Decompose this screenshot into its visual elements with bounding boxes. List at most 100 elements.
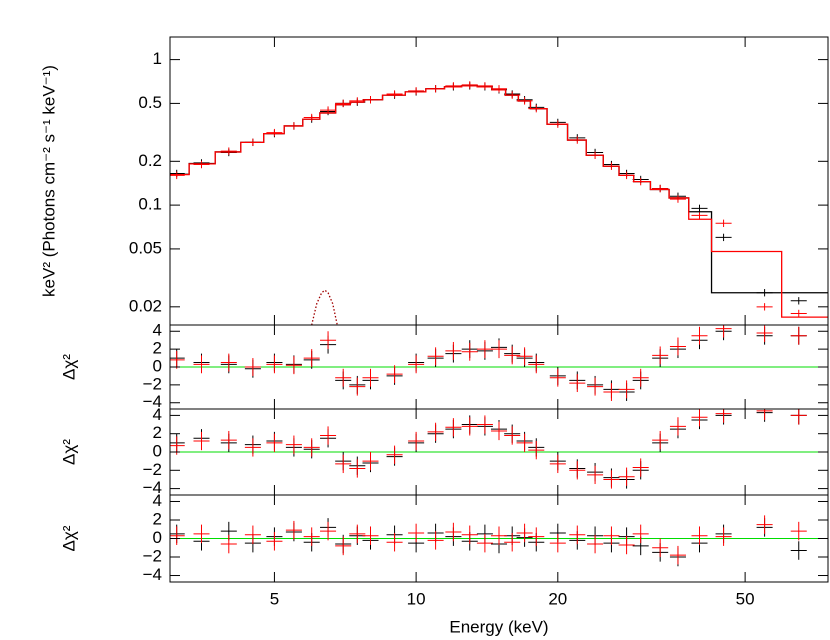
data-point	[408, 87, 425, 95]
data-point	[504, 346, 521, 365]
data-point	[603, 526, 620, 545]
data-point	[461, 342, 478, 361]
data-point	[669, 417, 686, 436]
y-tick-label: 1	[153, 49, 162, 68]
data-point	[669, 337, 686, 356]
data-point	[445, 418, 462, 437]
data-point	[476, 533, 493, 553]
x-tick-label: 5	[270, 589, 279, 608]
data-point	[386, 90, 403, 98]
data-point	[220, 534, 237, 554]
data-point	[362, 452, 379, 471]
model-line	[170, 85, 828, 294]
data-point	[476, 82, 493, 90]
y-tick-label: −4	[143, 565, 162, 584]
data-point	[715, 219, 732, 227]
y-tick-label: 0	[153, 528, 162, 547]
data-point	[490, 526, 508, 545]
y-axis-label: Δχ²	[59, 354, 78, 380]
y-tick-label: 0.05	[129, 238, 162, 257]
data-point	[715, 409, 732, 423]
y-axis-label: Δχ²	[59, 439, 78, 465]
y-tick-label: 4	[153, 405, 162, 424]
data-point	[349, 459, 366, 478]
data-point	[756, 409, 773, 420]
data-point	[266, 128, 283, 137]
data-point	[691, 326, 708, 345]
data-point	[603, 470, 620, 489]
data-point	[504, 426, 521, 445]
data-point	[386, 445, 403, 464]
data-point	[193, 431, 210, 451]
data-point	[790, 297, 807, 305]
data-point	[303, 349, 320, 367]
data-point	[320, 331, 337, 350]
data-point	[516, 433, 533, 452]
data-point	[790, 521, 807, 541]
data-point	[490, 421, 508, 441]
data-point	[320, 426, 337, 445]
data-point	[632, 368, 649, 387]
data-point	[285, 435, 302, 454]
y-tick-label: −4	[143, 392, 162, 411]
data-point	[266, 355, 283, 374]
data-point	[669, 195, 686, 203]
model-component	[311, 289, 338, 325]
data-point	[244, 358, 261, 376]
data-point	[691, 526, 708, 545]
data-point	[170, 350, 185, 369]
y-tick-label: 2	[153, 339, 162, 358]
plot-area	[170, 81, 828, 325]
data-point	[461, 417, 478, 436]
data-point	[528, 441, 545, 460]
data-point	[445, 341, 462, 360]
data-point	[790, 541, 807, 560]
y-tick-label: −2	[143, 460, 162, 479]
y-axis-label: keV² (Photons cm⁻² s⁻¹ keV⁻¹)	[39, 65, 58, 297]
data-point	[652, 430, 669, 450]
plot-area	[170, 409, 828, 489]
y-tick-label: 0	[153, 441, 162, 460]
x-tick-label: 10	[407, 589, 426, 608]
data-point	[427, 422, 444, 442]
data-point	[386, 532, 403, 552]
data-point	[320, 521, 337, 541]
data-point	[618, 535, 635, 555]
data-point	[476, 340, 493, 359]
y-tick-label: −2	[143, 374, 162, 393]
data-point	[445, 522, 462, 542]
data-point	[516, 523, 533, 543]
data-point	[790, 326, 807, 345]
data-point	[504, 532, 521, 552]
data-point	[349, 377, 366, 396]
data-point	[490, 85, 508, 93]
data-point	[335, 536, 352, 556]
data-point	[476, 415, 493, 434]
data-point	[569, 461, 586, 480]
data-point	[669, 545, 686, 565]
data-point	[408, 355, 425, 374]
data-point	[170, 526, 185, 545]
data-point	[266, 433, 283, 452]
data-point	[528, 527, 545, 546]
data-point	[569, 525, 586, 545]
data-point	[587, 465, 604, 485]
data-point	[691, 409, 708, 427]
y-tick-label: 0.5	[138, 93, 162, 112]
data-point	[691, 211, 708, 220]
data-point	[445, 82, 462, 90]
data-point	[244, 438, 261, 457]
y-tick-label: 4	[153, 321, 162, 340]
data-point	[652, 538, 669, 558]
y-axis-label: Δχ²	[59, 525, 78, 551]
data-point	[220, 430, 237, 450]
data-point	[362, 526, 379, 545]
plot-area	[170, 515, 828, 567]
data-point	[427, 347, 444, 366]
data-point	[490, 340, 508, 359]
y-tick-label: 4	[153, 491, 162, 510]
data-point	[386, 365, 403, 384]
data-point	[756, 303, 773, 311]
data-point	[349, 524, 366, 544]
data-point	[756, 515, 773, 534]
